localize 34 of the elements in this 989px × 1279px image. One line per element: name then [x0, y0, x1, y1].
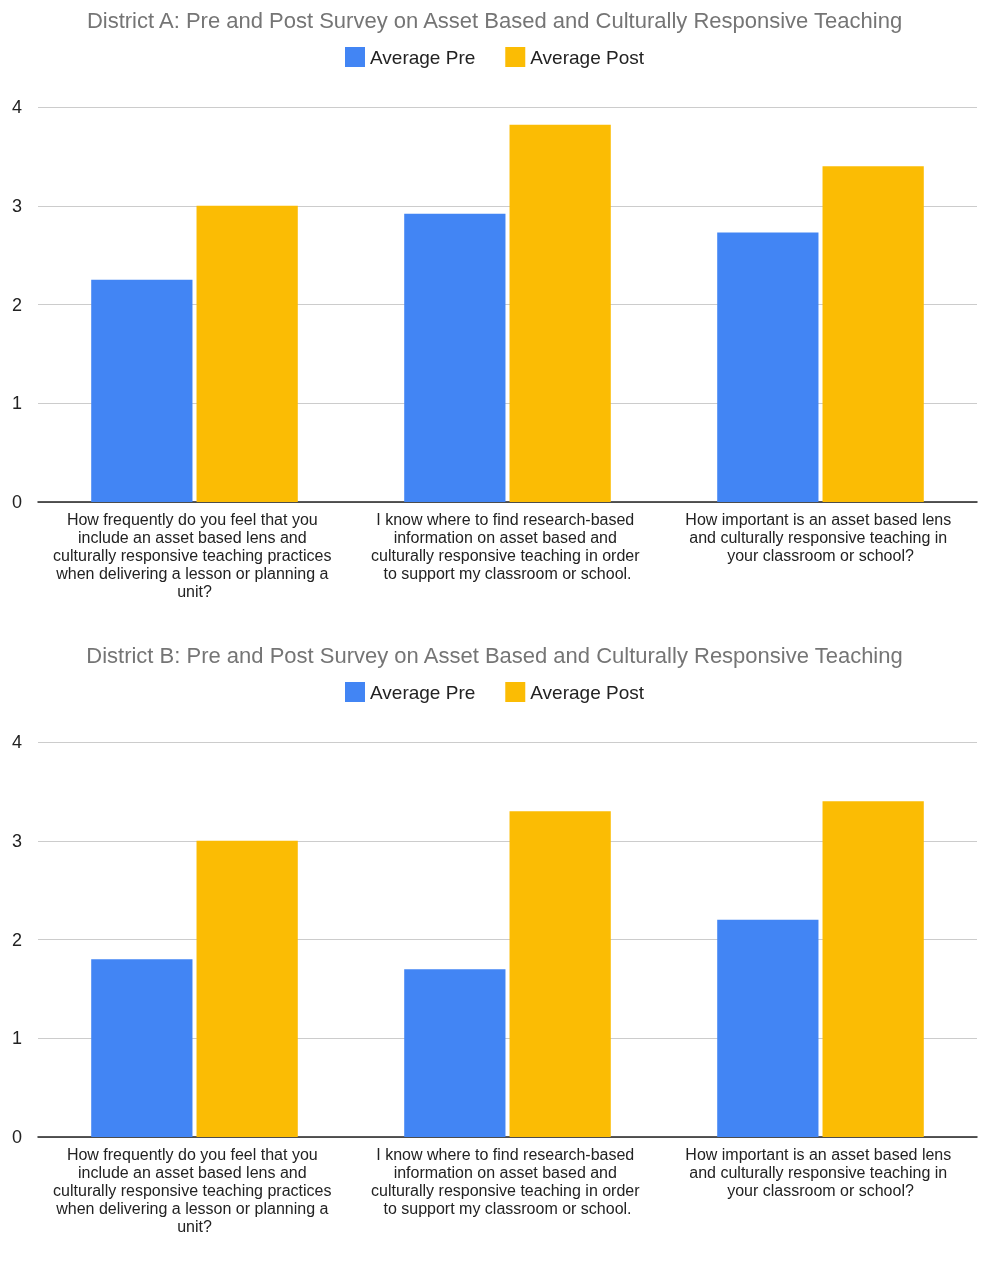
- legend-label: Average Post: [530, 46, 645, 68]
- y-tick-label: 1: [11, 393, 22, 414]
- bar: [717, 232, 819, 502]
- bar: [91, 959, 193, 1137]
- y-tick-label: 1: [11, 1028, 22, 1049]
- bar: [196, 205, 298, 502]
- bar: [404, 969, 506, 1137]
- x-tick-label: How frequently do you feel that you include an asset based lens and culturally responsive teaching practices when delivering a lesson or planning a unit?: [53, 1145, 336, 1235]
- bar: [822, 166, 924, 502]
- chart-title: District B: Pre and Post Survey on Asset Based and Culturally Responsive Teaching: [86, 642, 903, 668]
- chart-title: District A: Pre and Post Survey on Asset Based and Culturally Responsive Teaching: [86, 7, 903, 33]
- x-tick-label: How important is an asset based lens and culturally responsive teaching in your classroom or school?: [685, 510, 956, 564]
- y-tick-label: 0: [11, 492, 22, 512]
- legend-label: Average Post: [530, 681, 645, 703]
- y-tick-label: 0: [11, 1127, 22, 1147]
- bar: [404, 213, 506, 502]
- legend-label: Average Pre: [370, 46, 476, 68]
- bar: [509, 124, 611, 502]
- y-tick-label: 2: [11, 294, 22, 315]
- y-tick-label: 4: [11, 97, 22, 117]
- x-tick-label: I know where to find research-based information on asset based and culturally responsive teaching in order to support my classroom or school.: [370, 510, 645, 582]
- bar: [196, 840, 298, 1137]
- bar: [822, 801, 924, 1137]
- bar: [91, 279, 193, 502]
- y-tick-label: 2: [11, 929, 22, 950]
- bar: [509, 811, 611, 1137]
- y-tick-label: 4: [11, 732, 22, 752]
- legend-label: Average Pre: [370, 681, 476, 703]
- x-tick-label: How important is an asset based lens and culturally responsive teaching in your classroom or school?: [685, 1145, 956, 1199]
- bar: [717, 919, 819, 1137]
- y-tick-label: 3: [11, 195, 22, 216]
- x-tick-label: I know where to find research-based information on asset based and culturally responsive teaching in order to support my classroom or school.: [370, 1145, 645, 1217]
- y-tick-label: 3: [11, 830, 22, 851]
- x-tick-label: How frequently do you feel that you include an asset based lens and culturally responsive teaching practices when delivering a lesson or planning a unit?: [53, 510, 336, 600]
